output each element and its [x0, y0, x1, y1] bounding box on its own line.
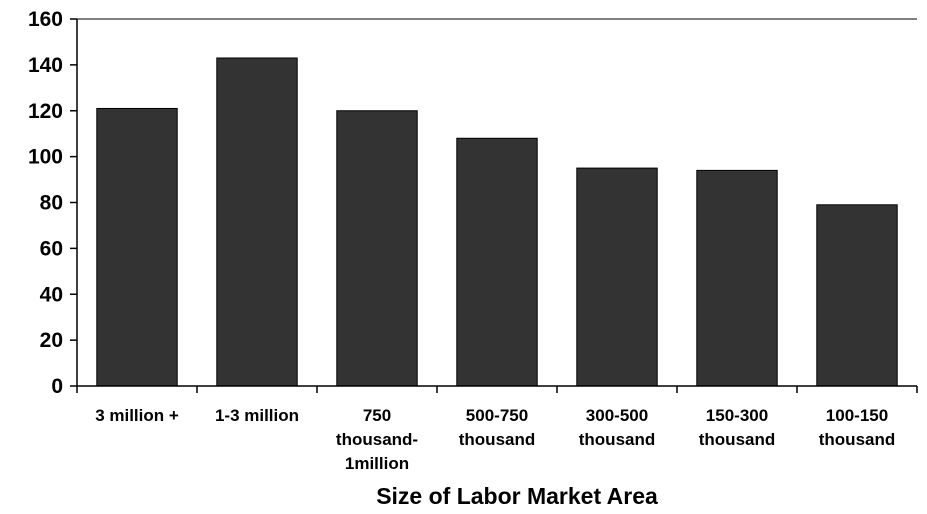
y-tick-label: 80 [40, 192, 63, 215]
bar [696, 169, 778, 387]
x-category-label: 3 million + [95, 406, 179, 425]
x-category-labels: 3 million + 1-3 million 750 thousand-1milli… [95, 406, 895, 473]
bar [576, 167, 658, 387]
x-category-label: 100-150 thousand [819, 406, 896, 449]
y-tick-label: 20 [40, 329, 63, 352]
x-category-label: 150-300 thousand [699, 406, 776, 449]
y-tick-label: 0 [51, 375, 63, 398]
x-axis-ticks [76, 386, 918, 393]
bar [216, 57, 298, 387]
y-tick-label: 100 [28, 146, 63, 169]
x-category-label: 300-500 thousand [579, 406, 656, 449]
x-category-label: 500-750 thousand [459, 406, 536, 449]
x-axis-title: Size of Labor Market Area [376, 483, 658, 509]
y-axis-ticks: 0 20 40 60 80 100 120 140 160 [28, 8, 77, 398]
bars [96, 57, 898, 387]
bar [456, 137, 538, 387]
x-category-label: 750 thousand-1million [336, 406, 418, 473]
bar [816, 204, 898, 387]
y-tick-label: 40 [40, 283, 63, 306]
bar [96, 107, 178, 387]
y-tick-label: 60 [40, 237, 63, 260]
y-tick-label: 160 [28, 8, 63, 31]
y-tick-label: 140 [28, 54, 63, 77]
bar [336, 110, 418, 387]
y-tick-label: 120 [28, 100, 63, 123]
x-category-label: 1-3 million [215, 406, 299, 425]
